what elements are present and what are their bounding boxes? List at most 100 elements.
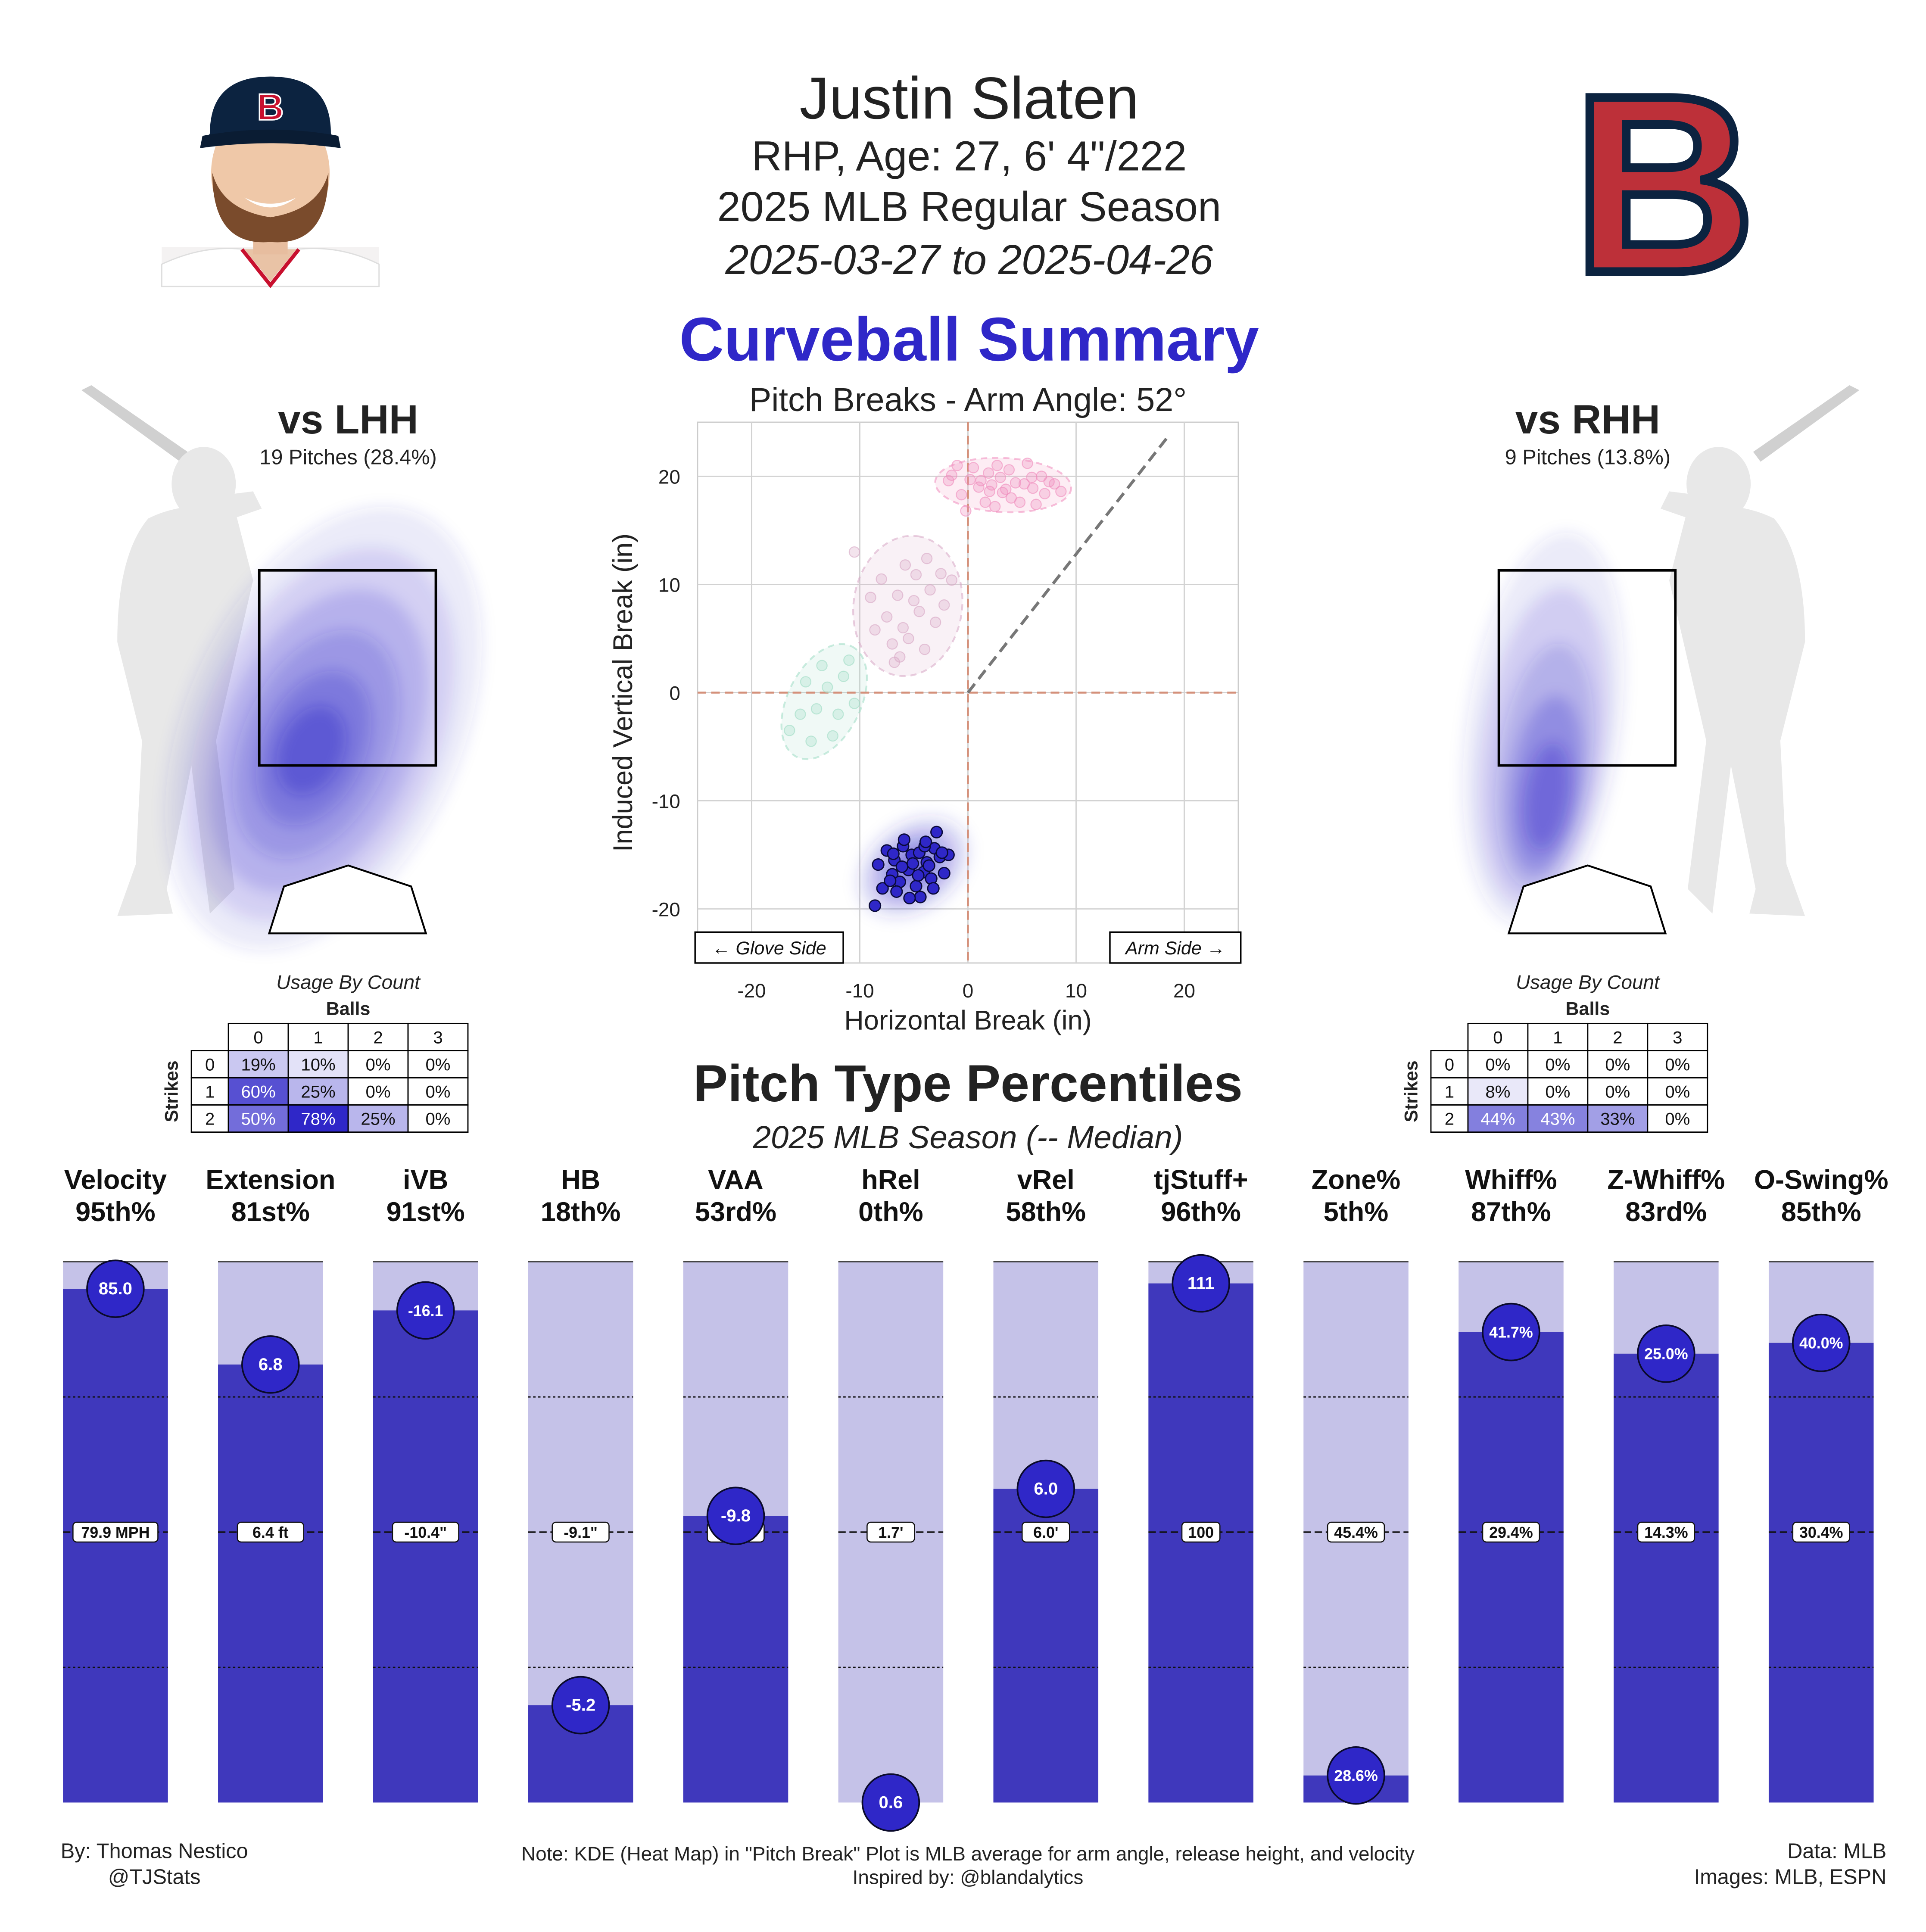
usage-header-cell [1467, 1022, 1529, 1051]
pitch-point [848, 698, 860, 709]
usage-cell [407, 1050, 469, 1078]
usage-strike-count: 2 [205, 1109, 215, 1128]
pitch-point [910, 569, 922, 581]
metric-name: VAA [708, 1165, 763, 1195]
usage-cell [1527, 1104, 1589, 1133]
date-range: 2025-03-27 to 2025-04-26 [725, 236, 1213, 283]
median-label-box [1181, 1521, 1221, 1543]
pitch-point [832, 708, 844, 720]
player-value: -5.2 [566, 1695, 595, 1714]
metric-name: Velocity [64, 1165, 167, 1195]
x-tick-label: 0 [963, 980, 974, 1002]
team-logo: B [1568, 38, 1760, 330]
usage-cell-value: 50% [241, 1109, 275, 1128]
usage-ball-count: 3 [1673, 1028, 1682, 1047]
player-name: Justin Slaten [800, 65, 1139, 131]
pitch-break-plot: -20 -10 0 10 20 -20 -10 0 10 20 ← Glove Side Arm … [652, 421, 1242, 1002]
pitch-point [1014, 496, 1026, 508]
pitch-point [1035, 471, 1047, 482]
metric-percentile: 83rd% [1625, 1197, 1707, 1227]
metric-percentile: 85th% [1781, 1197, 1861, 1227]
pitch-point [872, 858, 885, 871]
pitch-point [946, 469, 957, 481]
pitch-point [884, 874, 897, 887]
svg-text:B: B [257, 87, 284, 128]
player-value: 6.0 [1034, 1479, 1058, 1498]
pitch-point [1010, 477, 1022, 489]
pitch-point [906, 857, 919, 870]
usage-cell-value: 0% [1545, 1055, 1570, 1074]
usage-cell-value: 0% [426, 1109, 451, 1128]
pitch-point [935, 846, 948, 859]
player-value: 25.0% [1644, 1346, 1688, 1363]
pitch-point [838, 670, 849, 682]
lhh-title: vs LHH [278, 397, 418, 442]
pitch-point [956, 489, 967, 501]
pitch-point [784, 725, 795, 736]
pitch-point [898, 833, 910, 846]
usage-row-header [1430, 1077, 1469, 1106]
pitch-point [946, 574, 957, 586]
usage-strike-count: 1 [1445, 1082, 1454, 1101]
pitch-point [935, 568, 947, 580]
median-label-box [1792, 1521, 1850, 1543]
usage-cell-value: 60% [241, 1082, 275, 1101]
metric-percentile: 91st% [386, 1197, 465, 1227]
pitch-point [991, 460, 1003, 471]
pitch-point [938, 867, 951, 880]
median-value: -10.4" [404, 1524, 447, 1541]
percentiles-subtitle: 2025 MLB Season (-- Median) [752, 1119, 1183, 1155]
lhh-pitch-count: 19 Pitches (28.4%) [259, 446, 436, 469]
metric-name: hRel [861, 1165, 920, 1195]
player-value: 0.6 [879, 1793, 903, 1812]
pitch-point [967, 462, 979, 474]
pitch-point [951, 460, 963, 471]
player-value-marker [241, 1335, 300, 1394]
metric-percentile: 87th% [1471, 1197, 1551, 1227]
usage-row-header [190, 1077, 229, 1106]
usage-cell [1587, 1050, 1649, 1078]
pitch-point [912, 869, 925, 882]
x-tick-label: 20 [1173, 980, 1195, 1002]
x-tick-label: -20 [737, 980, 766, 1002]
metric-percentile: 81st% [231, 1197, 310, 1227]
percentile-fill [63, 1289, 168, 1803]
median-label-box [1482, 1521, 1540, 1543]
pitch-point [899, 559, 911, 571]
median-value: 30.4% [1799, 1524, 1843, 1541]
pitch-group-ellipse [852, 535, 963, 677]
metric-percentile: 58th% [1006, 1197, 1086, 1227]
y-tick-label: 20 [658, 466, 680, 488]
usage-ball-count: 0 [253, 1028, 263, 1047]
pitch-point [1003, 464, 1015, 476]
pitch-summary-title: Curveball Summary [679, 305, 1259, 374]
y-tick-label: -10 [652, 791, 680, 813]
pitch-group-ellipse [780, 643, 868, 760]
pitch-point [903, 891, 916, 905]
pitch-point [960, 505, 972, 517]
metric-name: Whiff% [1465, 1165, 1557, 1195]
pitch-point [800, 676, 812, 688]
pitch-point [869, 624, 881, 636]
rhh-balls-label: Balls [1566, 998, 1610, 1019]
rhh-location-heatmap [1462, 532, 1677, 935]
footer-inspired: Inspired by: @blandalytics [853, 1867, 1084, 1888]
pitch-point [827, 730, 838, 742]
usage-header-cell [287, 1022, 349, 1051]
rhh-strikes-label: Strikes [1401, 1060, 1421, 1122]
metric-percentile: 5th% [1324, 1197, 1389, 1227]
player-value: 6.8 [259, 1355, 283, 1374]
metric-percentile: 18th% [541, 1197, 621, 1227]
pitch-point [1022, 458, 1033, 469]
player-value-marker [1792, 1313, 1851, 1372]
y-tick-label: 0 [669, 682, 680, 704]
pitch-point [1039, 488, 1050, 499]
metric-name: Extension [206, 1165, 335, 1195]
usage-cell [407, 1104, 469, 1133]
pitch-point [919, 835, 932, 848]
break-plot-ylabel: Induced Vertical Break (in) [608, 533, 638, 852]
pitch-point [964, 474, 976, 486]
usage-cell-value: 0% [1665, 1109, 1690, 1128]
usage-cell-value: 0% [1605, 1082, 1630, 1101]
